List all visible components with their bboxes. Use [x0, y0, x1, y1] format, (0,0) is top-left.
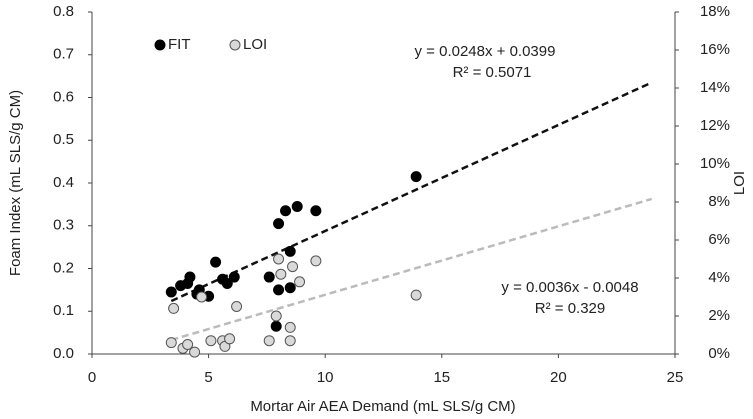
- annotation: R² = 0.329: [535, 300, 605, 317]
- y-axis-label: Foam Index (mL SLS/g CM): [7, 90, 24, 276]
- y-tick-label: 0.7: [53, 46, 74, 63]
- legend-marker: [154, 39, 166, 51]
- point: [263, 335, 275, 347]
- point: [291, 201, 303, 213]
- y-tick-label: 0.3: [53, 217, 74, 234]
- point: [273, 284, 285, 296]
- trendline: [170, 197, 653, 342]
- point: [410, 171, 422, 183]
- point: [224, 333, 236, 345]
- y2-axis-label: LOI: [731, 171, 748, 195]
- y2-tick-label: 2%: [708, 307, 730, 324]
- x-tick-label: 10: [317, 369, 334, 386]
- point: [221, 277, 233, 289]
- annotation: R² = 0.5071: [453, 64, 532, 81]
- point: [263, 271, 275, 283]
- y-tick-label: 0.0: [53, 345, 74, 362]
- x-tick-label: 15: [433, 369, 450, 386]
- point: [165, 337, 177, 349]
- annotation: y = 0.0248x + 0.0399: [415, 43, 556, 60]
- point: [273, 253, 285, 265]
- x-tick-label: 0: [88, 369, 96, 386]
- point: [210, 256, 222, 268]
- point: [270, 320, 282, 332]
- y-tick-label: 0.2: [53, 259, 74, 276]
- trendline: [170, 81, 653, 303]
- point: [196, 291, 208, 303]
- point: [310, 205, 322, 217]
- legend-label: FIT: [168, 36, 191, 53]
- point: [284, 282, 296, 294]
- point: [182, 339, 194, 350]
- point: [284, 245, 296, 257]
- point: [165, 286, 177, 298]
- y2-tick-label: 16%: [700, 41, 730, 58]
- point: [228, 271, 240, 283]
- point: [310, 255, 322, 267]
- y2-tick-label: 8%: [708, 193, 730, 210]
- y2-tick-label: 10%: [700, 155, 730, 172]
- x-tick-label: 5: [204, 369, 212, 386]
- point: [294, 276, 306, 288]
- y2-tick-label: 4%: [708, 269, 730, 286]
- y-tick-label: 0.5: [53, 131, 74, 148]
- point: [189, 346, 201, 358]
- point: [284, 335, 296, 347]
- x-tick-label: 25: [667, 369, 684, 386]
- point: [287, 261, 299, 273]
- point: [270, 310, 282, 322]
- point: [275, 268, 287, 280]
- legend-marker: [229, 39, 241, 51]
- annotation: y = 0.0036x - 0.0048: [501, 279, 638, 296]
- y2-tick-label: 18%: [700, 3, 730, 20]
- legend-label: LOI: [243, 36, 267, 53]
- point: [184, 271, 196, 283]
- y2-tick-label: 14%: [700, 79, 730, 96]
- point: [168, 302, 180, 314]
- y-tick-label: 0.1: [53, 302, 74, 319]
- x-axis-label: Mortar Air AEA Demand (mL SLS/g CM): [250, 398, 515, 415]
- x-tick-label: 20: [550, 369, 567, 386]
- y-tick-label: 0.6: [53, 88, 74, 105]
- point: [284, 321, 296, 333]
- y-tick-label: 0.4: [53, 174, 74, 191]
- point: [231, 301, 243, 312]
- y-tick-label: 0.8: [53, 3, 74, 20]
- point: [410, 289, 422, 301]
- point: [273, 218, 285, 230]
- y2-tick-label: 6%: [708, 231, 730, 248]
- y2-tick-label: 12%: [700, 117, 730, 134]
- point: [280, 205, 292, 217]
- y2-tick-label: 0%: [708, 345, 730, 362]
- point: [205, 335, 217, 347]
